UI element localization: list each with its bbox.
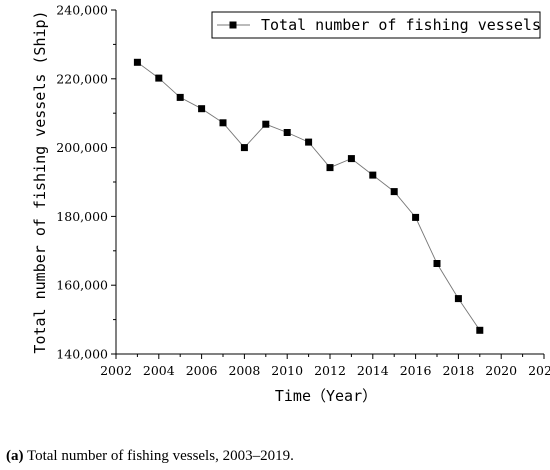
x-ticks: 2002 2004 2006 2008 2010 2012 2014 2016 2018 2020… [100, 354, 550, 378]
x-tick-label: 2016 [400, 363, 432, 378]
data-point [176, 93, 184, 101]
data-point [390, 188, 398, 196]
data-point [433, 260, 441, 267]
series-layer [133, 58, 484, 334]
x-tick-label: 2008 [228, 363, 260, 378]
x-tick-label: 2018 [442, 363, 474, 378]
data-point [240, 144, 248, 152]
series-line [137, 61, 481, 331]
figure-caption: (a) Total number of fishing vessels, 200… [6, 448, 294, 465]
data-point [369, 171, 377, 179]
x-tick-label: 2014 [357, 363, 389, 378]
x-tick-label: 2006 [186, 363, 218, 378]
x-tick-label: 2010 [271, 363, 303, 378]
x-tick-label: 2012 [314, 363, 346, 378]
data-point [326, 164, 334, 172]
y-tick-label: 240,000 [56, 3, 108, 18]
data-point [219, 119, 227, 127]
y-tick-label: 180,000 [56, 209, 108, 224]
data-point [476, 326, 484, 334]
caption-text: Total number of fishing vessels, 2003–20… [23, 448, 294, 464]
data-point [454, 295, 462, 303]
legend-label: Total number of fishing vessels [261, 16, 541, 34]
axes [115, 10, 544, 355]
data-point [347, 155, 355, 163]
data-point [133, 58, 141, 66]
x-tick-label: 2020 [485, 363, 517, 378]
y-ticks: 140,000 160,000 180,000 200,000 220,000 240,0… [56, 3, 116, 362]
y-axis-title: Total number of fishing vessels (Ship) [31, 10, 49, 353]
data-point [283, 129, 291, 136]
caption-label: (a) [6, 448, 24, 464]
x-tick-label: 2022 [528, 363, 550, 378]
y-tick-label: 220,000 [56, 71, 108, 86]
legend-marker [229, 21, 237, 29]
x-tick-label: 2004 [143, 363, 175, 378]
x-axis-title: Time（Year） [275, 387, 377, 405]
legend-box [211, 11, 541, 39]
y-tick-label: 160,000 [56, 278, 108, 293]
legend: Total number of fishing vessels [211, 11, 541, 39]
data-point [155, 74, 163, 82]
y-tick-label: 200,000 [56, 140, 108, 155]
data-point [262, 120, 270, 128]
data-point [412, 213, 420, 221]
data-point [305, 138, 313, 146]
data-point [198, 105, 206, 113]
y-tick-label: 140,000 [56, 347, 108, 362]
x-tick-label: 2002 [100, 363, 132, 378]
